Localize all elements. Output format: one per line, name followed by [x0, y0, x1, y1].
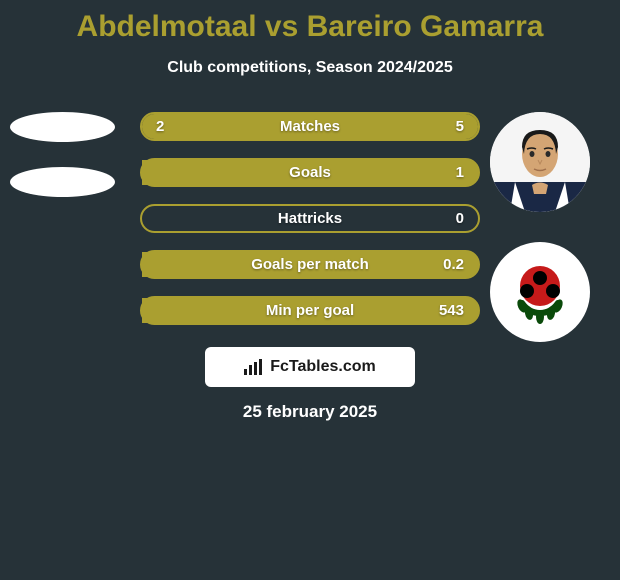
bar-matches-label: Matches [280, 118, 340, 135]
bar-goals-label: Goals [289, 164, 331, 181]
player2-avatar-container [490, 112, 590, 212]
chart-icon [244, 359, 264, 375]
vs-text: vs [265, 10, 298, 43]
bar-goals: Goals 1 [140, 158, 480, 187]
player1-team-placeholder [10, 167, 115, 197]
bar-matches-value-left: 2 [156, 118, 164, 135]
bar-matches: 2 Matches 5 [140, 112, 480, 141]
bar-matches-fill-right [239, 114, 478, 139]
bar-goals-per-match: Goals per match 0.2 [140, 250, 480, 279]
oval-shape-2 [10, 167, 115, 197]
footer-logo-text: FcTables.com [270, 358, 376, 376]
bar-goals-per-match-label: Goals per match [251, 256, 369, 273]
player2-avatar [490, 112, 590, 212]
comparison-area: 2 Matches 5 Goals 1 Hattricks 0 [0, 112, 620, 325]
bar-hattricks: Hattricks 0 [140, 204, 480, 233]
bar-goals-per-match-value-right: 0.2 [443, 256, 464, 273]
bar-matches-value-right: 5 [456, 118, 464, 135]
bar-min-per-goal-label: Min per goal [266, 302, 354, 319]
oval-shape-1 [10, 112, 115, 142]
bar-goals-value-right: 1 [456, 164, 464, 181]
player1-name: Abdelmotaal [77, 10, 257, 43]
bar-min-per-goal: Min per goal 543 [140, 296, 480, 325]
player2-team-container [490, 242, 590, 342]
bar-min-per-goal-value-right: 543 [439, 302, 464, 319]
bar-hattricks-label: Hattricks [278, 210, 342, 227]
player2-team-logo [490, 242, 590, 342]
bar-hattricks-value-right: 0 [456, 210, 464, 227]
comparison-bars: 2 Matches 5 Goals 1 Hattricks 0 [140, 112, 480, 325]
player2-photo-icon [490, 112, 590, 212]
player2-name: Bareiro Gamarra [307, 10, 544, 43]
subtitle: Club competitions, Season 2024/2025 [0, 59, 620, 77]
footer-date: 25 february 2025 [0, 402, 620, 422]
main-container: Abdelmotaal vs Bareiro Gamarra Club comp… [0, 0, 620, 432]
footer-logo[interactable]: FcTables.com [205, 347, 415, 387]
player1-avatar-placeholder [10, 112, 115, 142]
team-logo-icon [499, 251, 581, 333]
page-title: Abdelmotaal vs Bareiro Gamarra [0, 10, 620, 44]
